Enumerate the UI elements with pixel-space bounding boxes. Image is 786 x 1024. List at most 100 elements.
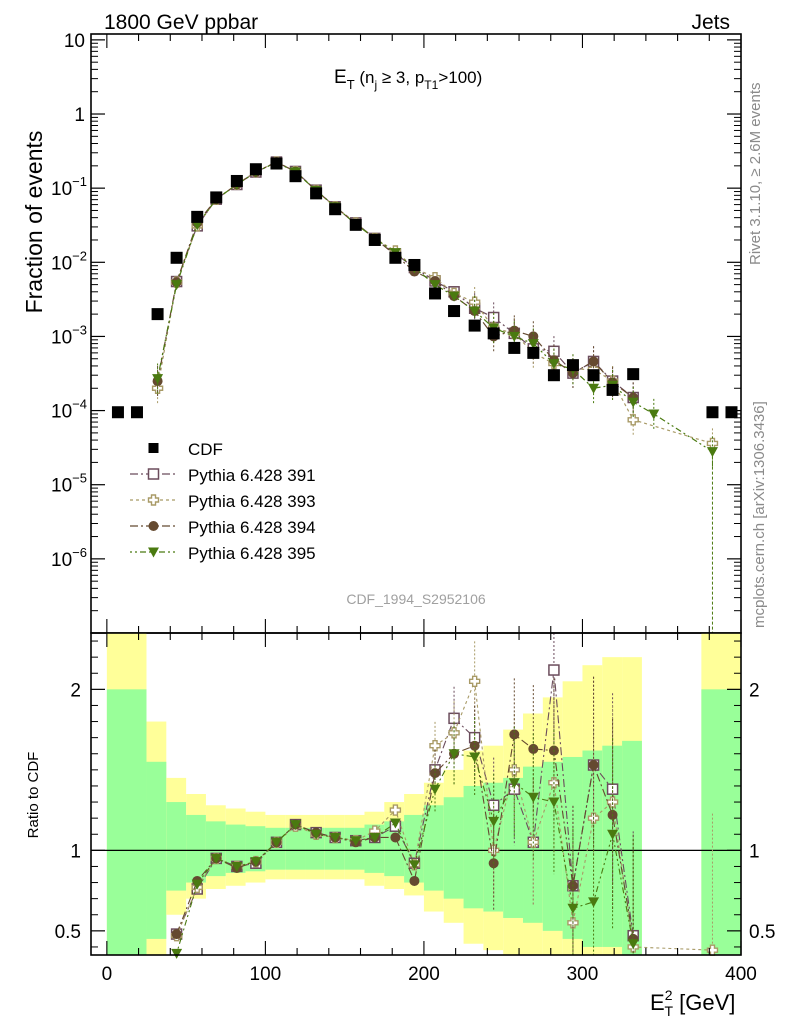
legend-marker	[148, 547, 159, 558]
data-point	[508, 341, 521, 354]
data-point	[528, 331, 539, 342]
data-point	[567, 903, 579, 914]
data-point	[429, 784, 441, 795]
plot-title: ET (nj ≥ 3, pT1>100)	[334, 67, 482, 92]
data-point	[170, 251, 183, 264]
legend-item: Pythia 6.428 394	[130, 518, 316, 537]
uncertainty-band-green	[106, 689, 147, 955]
data-point	[448, 727, 460, 739]
legend-label: Pythia 6.428 395	[188, 544, 316, 563]
data-point	[548, 359, 560, 370]
uncertainty-band-green	[443, 797, 464, 899]
x-tick-label: 200	[408, 964, 440, 985]
data-point	[606, 383, 619, 396]
data-point	[528, 743, 539, 754]
ratio-panel: 0.5 0.5 1 1 2 2 0 100 200 300 400	[55, 632, 775, 985]
y-tick-label-right: 2	[749, 680, 760, 701]
data-point	[548, 664, 560, 676]
x-tick-label: 100	[250, 964, 282, 985]
data-point	[270, 157, 283, 170]
top-right-label: Jets	[691, 11, 730, 34]
data-point	[725, 406, 738, 419]
uncertainty-band-green	[265, 827, 286, 870]
data-point	[547, 369, 560, 382]
uncertainty-band-green	[166, 802, 187, 891]
uncertainty-band-green	[622, 740, 642, 955]
data-point	[527, 792, 539, 803]
data-point	[151, 308, 164, 321]
data-point	[509, 729, 520, 740]
data-point	[588, 356, 599, 367]
data-point	[706, 406, 719, 419]
data-point	[231, 861, 243, 872]
y-tick-label: 10−2	[51, 248, 87, 274]
legend-item: Pythia 6.428 393	[130, 492, 316, 511]
top-left-label: 1800 GeV ppbar	[104, 11, 258, 34]
data-point	[488, 816, 500, 827]
data-point	[329, 832, 341, 843]
uncertainty-band-green	[285, 827, 306, 870]
data-point	[588, 760, 599, 771]
y-tick-label: 1	[70, 841, 81, 862]
data-point	[310, 829, 322, 840]
legend-label: Pythia 6.428 394	[188, 518, 316, 537]
uncertainty-band-green	[423, 805, 444, 891]
data-point	[606, 796, 619, 808]
y-tick-label: 1	[74, 105, 85, 126]
series-cdf	[111, 157, 738, 419]
series-line	[156, 161, 713, 453]
data-point	[706, 437, 719, 450]
side-label-rivet: Rivet 3.1.10, ≥ 2.6M events	[747, 83, 764, 266]
data-point	[469, 306, 481, 317]
data-point	[230, 174, 243, 187]
uncertainty-band-green	[186, 814, 206, 883]
series-line	[176, 161, 634, 398]
legend-item: Pythia 6.428 395	[130, 544, 316, 563]
data-point	[548, 797, 560, 808]
data-point	[448, 749, 460, 760]
y-tick-label-right: 0.5	[749, 922, 775, 943]
data-point	[130, 406, 143, 419]
data-point	[588, 383, 600, 394]
legend-marker	[147, 468, 160, 480]
data-point	[152, 374, 164, 385]
legend-label: CDF	[188, 440, 223, 459]
data-point	[468, 675, 481, 687]
data-point	[191, 210, 204, 223]
side-label-mcplots: mcplots.cern.ch [arXiv:1306.3436]	[751, 401, 768, 628]
y-tick-label: 2	[70, 680, 81, 701]
data-point	[310, 187, 323, 200]
panel-frame	[90, 632, 742, 956]
series-pythia-6.428-394	[152, 157, 639, 413]
data-point	[270, 837, 282, 848]
data-point	[210, 853, 222, 864]
legend-item: CDF	[148, 440, 223, 459]
data-point	[627, 397, 639, 408]
series-line	[156, 161, 634, 399]
data-point	[588, 897, 600, 908]
x-tick-label: 400	[725, 964, 757, 985]
data-point	[627, 939, 639, 950]
data-point	[527, 339, 539, 350]
data-point	[389, 818, 401, 829]
legend: CDF Pythia 6.428 391 Pythia 6.428 393 Pythi…	[130, 440, 316, 563]
data-point	[349, 218, 362, 231]
data-point	[369, 832, 381, 843]
x-axis-label: E2 T [GeV]	[650, 987, 735, 1019]
data-point	[390, 832, 401, 843]
y-tick-label-right: 1	[749, 841, 760, 862]
data-point	[627, 368, 640, 381]
data-point	[408, 258, 421, 271]
data-point	[429, 280, 441, 291]
analysis-watermark: CDF_1994_S2952106	[346, 591, 486, 607]
data-point	[508, 778, 520, 789]
legend-marker	[148, 443, 159, 453]
data-point	[430, 768, 441, 779]
legend-item: Pythia 6.428 391	[130, 466, 316, 485]
data-point	[408, 860, 420, 871]
data-point	[448, 305, 461, 318]
data-point	[468, 319, 481, 332]
data-point	[389, 804, 402, 816]
data-point	[171, 948, 183, 959]
